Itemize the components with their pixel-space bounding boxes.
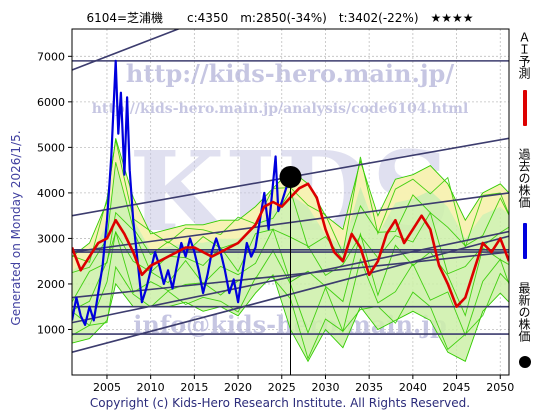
y-tick-label: 1000 — [37, 323, 65, 336]
x-axis: 2005 2010 2015 2020 2025 2030 2035 2040 2045 2050 — [93, 375, 514, 394]
x-tick-label: 2050 — [486, 381, 514, 394]
x-tick-label: 2035 — [355, 381, 383, 394]
y-axis: 1000 2000 3000 4000 5000 6000 7000 — [37, 50, 72, 336]
copyright-footer: Copyright (c) Kids-Hero Research Institu… — [89, 396, 471, 410]
y-tick-label: 3000 — [37, 232, 65, 245]
legend-label-ai: ＡＩ予測 — [517, 31, 531, 79]
latest-price-layer — [279, 165, 302, 375]
y-tick-label: 2000 — [37, 278, 65, 291]
x-tick-label: 2020 — [224, 381, 252, 394]
x-tick-label: 2015 — [180, 381, 208, 394]
x-tick-label: 2025 — [268, 381, 296, 394]
legend-label-past: 過去の株価 — [517, 148, 531, 208]
watermark-url-analysis: http://kids-hero.main.jp/analysis/code61… — [92, 101, 469, 117]
x-tick-label: 2030 — [311, 381, 339, 394]
legend-swatch-ai — [523, 90, 527, 126]
legend-swatch-past — [523, 223, 527, 259]
y-tick-label: 4000 — [37, 187, 65, 200]
plot-border — [71, 28, 510, 376]
legend-swatch-latest — [519, 356, 531, 368]
chart-title: 6104=芝浦機 c:4350 m:2850(-34%) t:3402(-22%… — [86, 11, 474, 25]
x-tick-label: 2010 — [137, 381, 165, 394]
x-tick-label: 2040 — [399, 381, 427, 394]
watermark-url-main: http://kids-hero.main.jp/ — [126, 59, 454, 88]
legend-label-latest: 最新の株価 — [517, 282, 531, 342]
x-tick-label: 2005 — [93, 381, 121, 394]
x-tick-label: 2045 — [443, 381, 471, 394]
trend-line — [72, 29, 181, 71]
y-tick-label: 7000 — [37, 50, 65, 63]
y-tick-label: 5000 — [37, 141, 65, 154]
latest-price-marker — [279, 165, 302, 188]
y-tick-label: 6000 — [37, 96, 65, 109]
past-price-line — [72, 59, 292, 326]
